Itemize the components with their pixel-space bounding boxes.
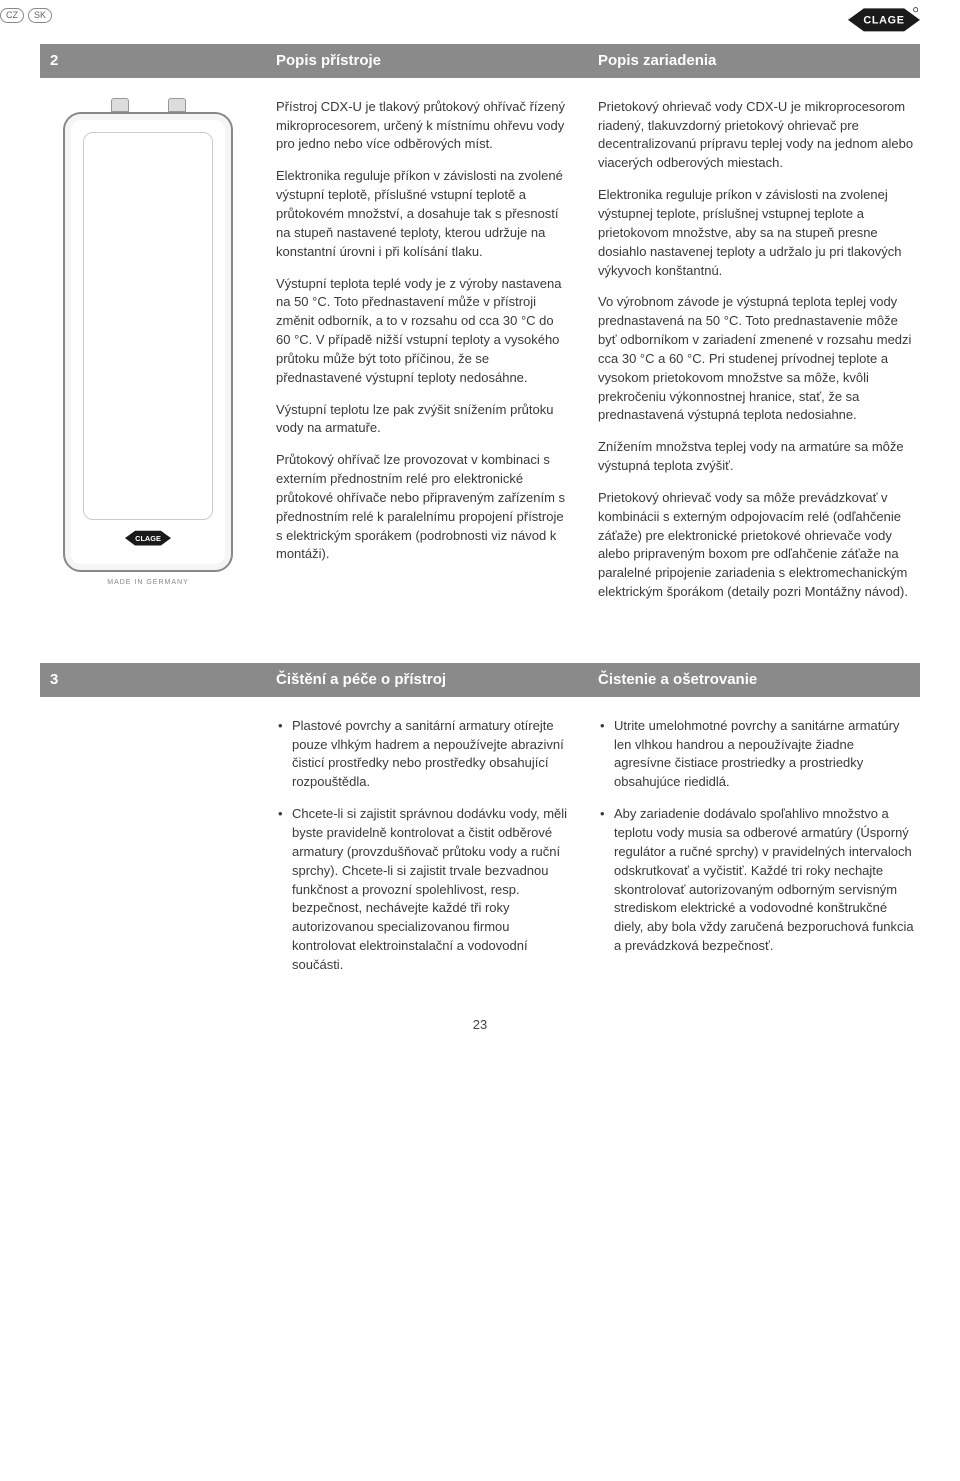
svg-text:CLAGE: CLAGE — [135, 533, 161, 542]
lang-badge-sk: SK — [28, 8, 52, 23]
paragraph: Elektronika reguluje příkon v závislosti… — [276, 167, 570, 261]
paragraph: Prietokový ohrievač vody sa môže prevádz… — [598, 489, 914, 602]
pipe-icon — [168, 98, 186, 112]
paragraph: Prietokový ohrievač vody CDX-U je mikrop… — [598, 98, 914, 173]
section-2-number: 2 — [40, 44, 276, 78]
section-2-title-sk: Popis zariadenia — [598, 44, 920, 78]
section-2-cz-text: Přístroj CDX-U je tlakový průtokový ohří… — [276, 98, 598, 615]
section-3-number: 3 — [40, 663, 276, 697]
section-2-title-cz: Popis přístroje — [276, 44, 598, 78]
device-body: CLAGE — [63, 112, 233, 572]
page-number: 23 — [40, 1016, 920, 1035]
paragraph: Znížením množstva teplej vody na armatúr… — [598, 438, 914, 476]
section-3-header: 3 Čištění a péče o přístroj Čistenie a o… — [40, 663, 920, 697]
section-3-content: Plastové povrchy a sanitární armatury ot… — [40, 717, 920, 988]
list-item: Chcete-li si zajistit správnou dodávku v… — [276, 805, 570, 975]
list-item: Plastové povrchy a sanitární armatury ot… — [276, 717, 570, 792]
paragraph: Výstupní teplota teplé vody je z výroby … — [276, 275, 570, 388]
section-3-cz-text: Plastové povrchy a sanitární armatury ot… — [276, 717, 598, 988]
paragraph: Výstupní teplotu lze pak zvýšit snížením… — [276, 401, 570, 439]
page: CZ SK CLAGE 2 Popis přístroje Popis zari… — [0, 0, 960, 1065]
device-illustration: CLAGE MADE IN GERMANY — [63, 98, 233, 588]
paragraph: Průtokový ohřívač lze provozovat v kombi… — [276, 451, 570, 564]
device-column: CLAGE MADE IN GERMANY — [40, 98, 276, 615]
section-3-sk-text: Utrite umelohmotné povrchy a sanitárne a… — [598, 717, 920, 988]
section-2-sk-text: Prietokový ohrievač vody CDX-U je mikrop… — [598, 98, 920, 615]
pipe-icon — [111, 98, 129, 112]
paragraph: Přístroj CDX-U je tlakový průtokový ohří… — [276, 98, 570, 155]
section-3-title-cz: Čištění a péče o přístroj — [276, 663, 598, 697]
device-logo: CLAGE — [125, 528, 171, 548]
paragraph: Elektronika reguluje príkon v závislosti… — [598, 186, 914, 280]
made-in-label: MADE IN GERMANY — [63, 578, 233, 588]
language-badges: CZ SK — [0, 8, 52, 23]
section-3-spacer — [40, 717, 276, 988]
list-item: Utrite umelohmotné povrchy a sanitárne a… — [598, 717, 914, 792]
svg-text:CLAGE: CLAGE — [863, 14, 904, 26]
lang-badge-cz: CZ — [0, 8, 24, 23]
device-pipes — [63, 98, 233, 112]
paragraph: Vo výrobnom závode je výstupná teplota t… — [598, 293, 914, 425]
section-3-title-sk: Čistenie a ošetrovanie — [598, 663, 920, 697]
brand-logo: CLAGE — [848, 4, 920, 36]
section-2-content: CLAGE MADE IN GERMANY Přístroj CDX-U je … — [40, 98, 920, 615]
section-2-header: 2 Popis přístroje Popis zariadenia — [40, 44, 920, 78]
device-front-panel — [83, 132, 213, 520]
list-item: Aby zariadenie dodávalo spoľahlivo množs… — [598, 805, 914, 956]
